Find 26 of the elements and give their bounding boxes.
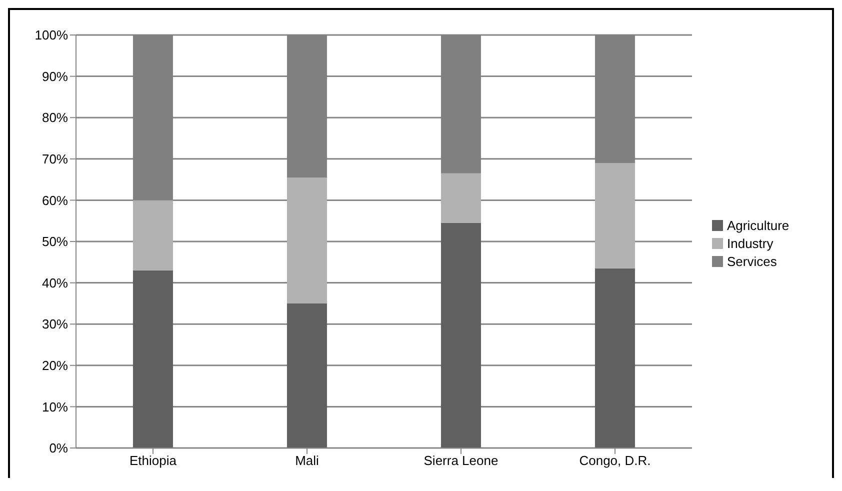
legend-label: Industry: [727, 236, 774, 251]
y-tick-label: 0%: [49, 440, 68, 456]
y-tick-label: 10%: [42, 399, 68, 414]
bar: [594, 268, 635, 448]
bar: [132, 200, 173, 270]
bar: [286, 177, 327, 304]
x-tick-label: Congo, D.R.: [579, 453, 651, 468]
y-tick-label: 20%: [42, 358, 68, 374]
y-tick-label: 40%: [42, 275, 68, 290]
y-tick-label: 70%: [42, 152, 68, 167]
y-tick-label: 90%: [42, 68, 68, 84]
y-tick-label: 50%: [42, 234, 68, 250]
y-tick-label: 100%: [34, 28, 68, 43]
legend-label: Services: [727, 254, 777, 269]
x-tick-label: Sierra Leone: [424, 453, 498, 468]
y-tick-label: 60%: [42, 192, 68, 208]
bar: [594, 163, 635, 268]
bar: [132, 270, 173, 448]
bar: [286, 303, 327, 448]
x-tick-label: Ethiopia: [130, 453, 178, 468]
y-tick-label: 80%: [42, 110, 68, 126]
legend-label: Agriculture: [727, 218, 790, 233]
y-tick-label: 30%: [42, 316, 68, 332]
x-tick-label: Mali: [295, 453, 320, 468]
bar: [440, 222, 481, 448]
bar: [440, 173, 481, 223]
